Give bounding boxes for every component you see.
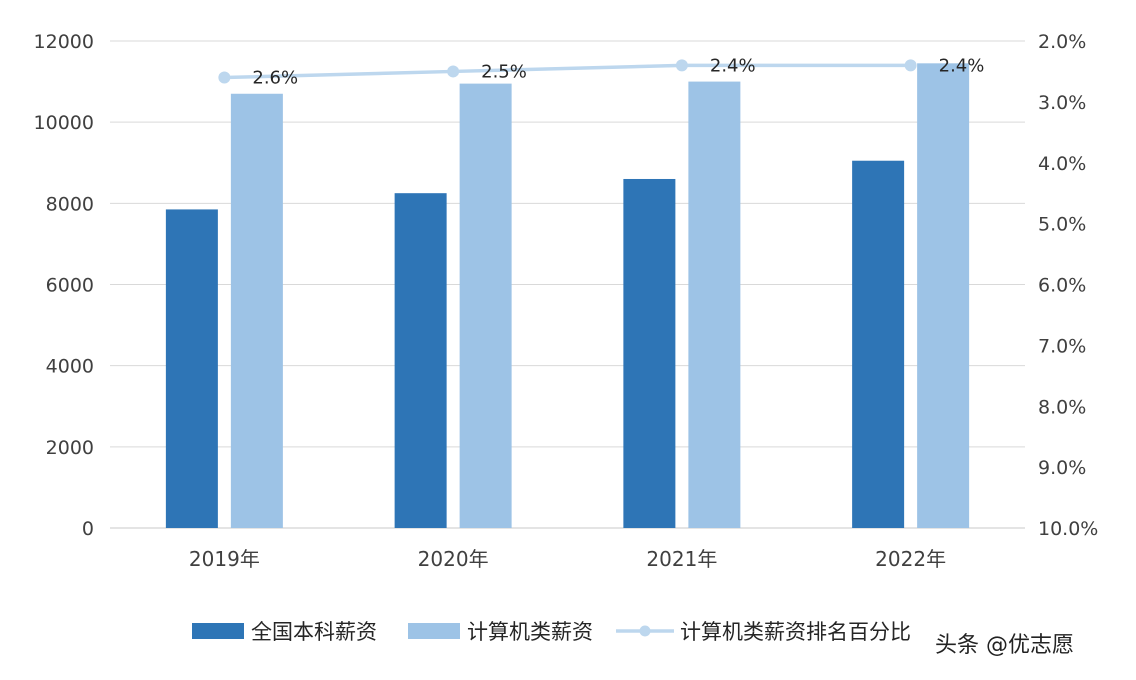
bar-national-4 bbox=[852, 160, 905, 529]
bar-national-2 bbox=[394, 193, 447, 528]
right-tick-label: 4.0% bbox=[1038, 153, 1086, 175]
category-label: 2019年 bbox=[189, 547, 260, 571]
legend: 全国本科薪资 计算机类薪资 计算机类薪资排名百分比 bbox=[192, 620, 911, 644]
left-tick-label: 4000 bbox=[46, 356, 94, 378]
right-tick-label: 2.0% bbox=[1038, 31, 1086, 53]
right-tick-label: 8.0% bbox=[1038, 396, 1086, 418]
right-tick-label: 7.0% bbox=[1038, 335, 1086, 357]
left-tick-label: 12000 bbox=[34, 31, 94, 53]
left-tick-label: 6000 bbox=[46, 275, 94, 297]
bar-national-3 bbox=[623, 178, 676, 528]
legend-swatch-national bbox=[192, 623, 244, 639]
right-axis-ticks: 2.0% 3.0% 4.0% 5.0% 6.0% 7.0% 8.0% 9.0% 10.0% bbox=[1038, 31, 1098, 540]
rank-percent-line bbox=[224, 63, 911, 80]
bar-computer-4 bbox=[917, 63, 970, 529]
bar-computer-2 bbox=[459, 83, 512, 529]
right-tick-label: 3.0% bbox=[1038, 92, 1086, 114]
bar-computer-1 bbox=[230, 93, 283, 528]
rank-percent-point bbox=[675, 59, 688, 72]
legend-swatch-rank-marker bbox=[639, 625, 651, 637]
left-tick-label: 10000 bbox=[34, 112, 94, 134]
rank-percent-label: 2.5% bbox=[481, 61, 527, 82]
legend-swatch-computer bbox=[408, 623, 460, 639]
category-label: 2022年 bbox=[875, 547, 946, 571]
rank-percent-label: 2.4% bbox=[710, 55, 756, 76]
credit-text: 头条 @优志愿 bbox=[935, 633, 1074, 658]
right-tick-label: 6.0% bbox=[1038, 275, 1086, 297]
rank-percent-point bbox=[218, 71, 231, 84]
bar-national-1 bbox=[165, 209, 218, 528]
left-tick-label: 0 bbox=[82, 518, 94, 540]
line-series: 2.6% 2.5% 2.4% 2.4% bbox=[218, 55, 985, 89]
rank-percent-label: 2.6% bbox=[252, 68, 298, 89]
right-tick-label: 5.0% bbox=[1038, 214, 1086, 236]
category-label: 2021年 bbox=[646, 547, 717, 571]
legend-label-rank: 计算机类薪资排名百分比 bbox=[680, 620, 911, 644]
left-tick-label: 8000 bbox=[46, 193, 94, 215]
category-labels: 2019年 2020年 2021年 2022年 bbox=[189, 547, 946, 571]
bar-computer-3 bbox=[688, 81, 741, 528]
left-tick-label: 2000 bbox=[46, 437, 94, 459]
legend-label-national: 全国本科薪资 bbox=[251, 620, 377, 644]
right-tick-label: 9.0% bbox=[1038, 457, 1086, 479]
rank-percent-point bbox=[447, 65, 460, 78]
legend-label-computer: 计算机类薪资 bbox=[467, 620, 593, 644]
rank-percent-point bbox=[904, 59, 917, 72]
right-tick-label: 10.0% bbox=[1038, 518, 1098, 540]
rank-percent-label: 2.4% bbox=[939, 55, 985, 76]
left-axis-ticks: 0 2000 4000 6000 8000 10000 12000 bbox=[34, 31, 94, 540]
category-label: 2020年 bbox=[418, 547, 489, 571]
bars bbox=[165, 63, 970, 529]
